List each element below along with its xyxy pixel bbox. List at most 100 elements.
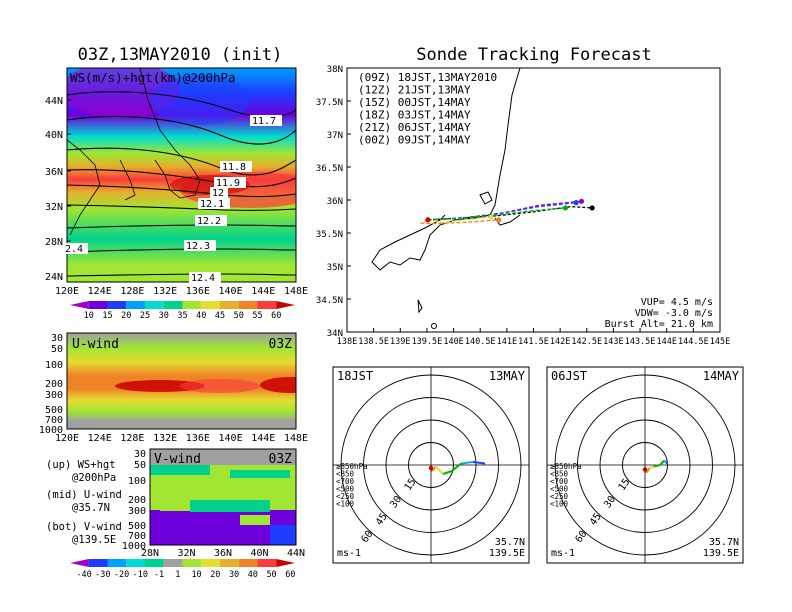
track-legend-item: (15Z) 00JST,14MAY — [358, 96, 471, 109]
map-lon-tick: 144E — [251, 286, 275, 297]
track-map-bg — [347, 68, 720, 332]
u-pressure-tick: 50 — [51, 344, 63, 355]
hodograph-segment — [451, 462, 462, 472]
contour-label-bg — [214, 177, 246, 188]
hodograph-legend-item: <250 — [336, 492, 355, 501]
track-legend-item: (12Z) 21JST,13MAY — [358, 84, 471, 97]
hodograph-segment — [472, 461, 486, 465]
panel-legend-notes: (up) WS+hgt@200hPa (mid) U-wind@35.7N (bot… — [46, 459, 122, 546]
track-lon-tick: 139E — [390, 337, 410, 347]
track-legend-item: (18Z) 03JST,14MAY — [358, 109, 471, 122]
hodograph-segment — [659, 459, 666, 466]
contour-label-bg — [250, 115, 282, 126]
hodograph-segment — [442, 470, 453, 475]
hodograph-segment — [665, 461, 669, 465]
track-lat-tick: 37.5N — [316, 98, 343, 108]
hodograph-legend-item: ≥850hPa — [336, 462, 368, 471]
track-lon-tick: 139.5E — [412, 337, 443, 347]
wind-colorbar-label: -40 — [76, 570, 91, 580]
ws-colorbar-label: 60 — [271, 311, 281, 321]
ws-colorbar-swatch — [145, 301, 164, 309]
map-lon-tick: 140E — [219, 286, 243, 297]
wind-colorbar-swatch — [70, 559, 89, 567]
u-pressure-tick: 700 — [45, 415, 63, 426]
hodograph-unit: ms-1 — [551, 548, 575, 559]
v-pressure-tick: 1000 — [122, 541, 146, 552]
track-legend-item: (00Z) 09JST,14MAY — [358, 134, 471, 147]
u-pressure-tick: 1000 — [39, 425, 63, 436]
u-lon-tick: 144E — [251, 433, 275, 444]
wind-colorbar-swatch — [88, 559, 108, 567]
track-lat-tick: 34N — [327, 329, 343, 339]
map-lat-tick: 24N — [45, 272, 63, 283]
ws-colorbar-label: 25 — [140, 311, 150, 321]
contour-label: 12.3 — [186, 241, 210, 252]
track-lon-tick: 143.5E — [625, 337, 656, 347]
u-wind-overlay — [67, 377, 296, 429]
u-wind-label: U-wind — [72, 337, 119, 352]
wind-colorbar-swatch — [201, 559, 220, 567]
contour-label-bg — [195, 215, 227, 226]
ws-colorbar-label: 15 — [102, 311, 112, 321]
wind-colorbar-label: -10 — [133, 570, 148, 580]
ws-colorbar-label: 20 — [121, 311, 131, 321]
v-wind-label: V-wind — [154, 452, 201, 467]
v-pressure-tick: 500 — [128, 521, 146, 532]
track-end-point — [562, 205, 569, 211]
hodograph-start — [428, 465, 434, 471]
contour-label: 12 — [212, 188, 224, 199]
map-lat-ticks: 44N 40N 36N 32N 28N 24N — [45, 96, 71, 283]
track-lon-tick: 138E — [337, 337, 357, 347]
v-pressure-tick: 200 — [128, 495, 146, 506]
map-lon-tick: 120E — [55, 286, 79, 297]
track-info-line: VUP= 4.5 m/s — [641, 297, 713, 308]
track-lon-tick: 140E — [443, 337, 463, 347]
ws-colorbar-swatch — [220, 301, 239, 309]
hodograph-legend-item: <500 — [336, 485, 355, 494]
track-lon-tick: 141.5E — [518, 337, 549, 347]
track-lat-tick: 36.5N — [316, 164, 343, 174]
hodograph-ring — [363, 397, 499, 533]
map-lon-tick: 148E — [284, 286, 308, 297]
ws-colorbar-swatch — [276, 301, 295, 309]
contour-label-bg — [220, 161, 252, 172]
ws-colorbar-swatch — [126, 301, 145, 309]
v-pressure-tick: 30 — [134, 449, 146, 460]
track-line — [419, 219, 499, 225]
hodograph-title-right: 14MAY — [703, 369, 740, 383]
v-wind-time: 03Z — [269, 452, 293, 467]
track-lat-tick: 34.5N — [316, 296, 343, 306]
legend-note-sub: @139.5E — [72, 534, 116, 546]
map-lat-tick: 44N — [45, 96, 63, 107]
ws-colorbar-label: 40 — [196, 311, 206, 321]
ws-colorbar-swatch — [201, 301, 220, 309]
hodograph-segment — [653, 464, 661, 468]
ws-map-frame — [66, 67, 297, 283]
u-lon-tick: 132E — [153, 433, 177, 444]
track-lon-tick: 145E — [710, 337, 730, 347]
u-pressure-tick: 500 — [45, 405, 63, 416]
hodograph-title-right: 13MAY — [489, 369, 526, 383]
hodograph-loc-lon: 139.5E — [703, 548, 739, 559]
track-lat-tick: 36N — [327, 197, 343, 207]
legend-note-sub: @200hPa — [72, 472, 116, 484]
wind-colorbar-swatch — [182, 559, 202, 567]
hodograph-loc-lat: 35.7N — [495, 537, 525, 548]
hodograph-loc-lat: 35.7N — [709, 537, 739, 548]
u-lon-ticks: 120E 124E 128E 132E 136E 140E 144E 148E — [55, 433, 308, 444]
ws-map-label: WS(m/s)+hgt(km)@200hPa — [70, 70, 236, 85]
track-lon-tick: 140.5E — [465, 337, 496, 347]
ws-colorbar-swatch — [70, 301, 89, 309]
ws-colorbar-label: 35 — [177, 311, 187, 321]
v-pressure-tick: 50 — [134, 460, 146, 471]
v-lat-tick: 44N — [287, 548, 305, 559]
legend-note-line: (mid) U-wind — [46, 489, 122, 501]
track-lon-tick: 143E — [603, 337, 623, 347]
hodograph-legend-item: <100 — [550, 500, 569, 509]
contour-label: 12.1 — [200, 199, 224, 210]
track-end-point — [496, 217, 502, 223]
